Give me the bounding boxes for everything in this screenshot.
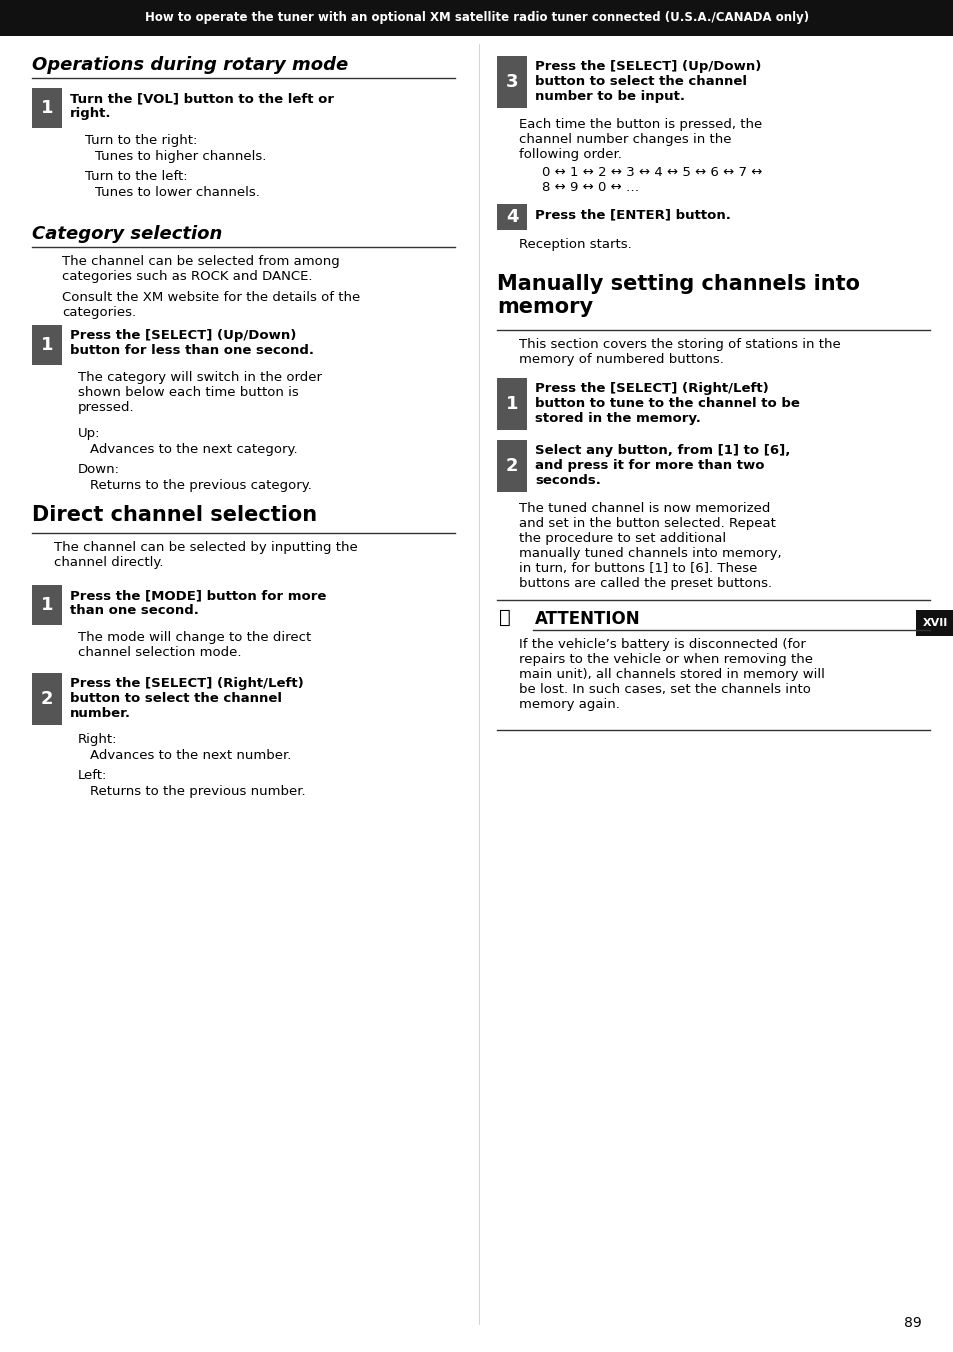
Text: The category will switch in the order
shown below each time button is
pressed.: The category will switch in the order sh… [78, 370, 322, 414]
Text: The channel can be selected from among
categories such as ROCK and DANCE.: The channel can be selected from among c… [62, 256, 339, 283]
Bar [497, 204, 526, 230]
Text: 1: 1 [41, 337, 53, 354]
Text: Tunes to lower channels.: Tunes to lower channels. [95, 187, 259, 199]
Text: Select any button, from [1] to [6],
and press it for more than two
seconds.: Select any button, from [1] to [6], and … [535, 443, 789, 487]
Bar [497, 55, 526, 108]
Text: Press the [SELECT] (Up/Down)
button to select the channel
number to be input.: Press the [SELECT] (Up/Down) button to s… [535, 59, 760, 103]
Text: This section covers the storing of stations in the
memory of numbered buttons.: This section covers the storing of stati… [518, 338, 840, 366]
Text: Reception starts.: Reception starts. [518, 238, 631, 251]
Text: Consult the XM website for the details of the
categories.: Consult the XM website for the details o… [62, 291, 360, 319]
Text: Up:: Up: [78, 427, 100, 439]
Text: 4: 4 [505, 208, 517, 226]
Text: Advances to the next category.: Advances to the next category. [90, 443, 297, 456]
Text: Turn the [VOL] button to the left or
right.: Turn the [VOL] button to the left or rig… [70, 92, 334, 120]
Text: Returns to the previous number.: Returns to the previous number. [90, 786, 305, 798]
Text: Press the [MODE] button for more
than one second.: Press the [MODE] button for more than on… [70, 589, 326, 617]
Text: 3: 3 [505, 73, 517, 91]
Text: The tuned channel is now memorized
and set in the button selected. Repeat
the pr: The tuned channel is now memorized and s… [518, 502, 781, 589]
Text: 2: 2 [41, 690, 53, 708]
Text: How to operate the tuner with an optional XM satellite radio tuner connected (U.: How to operate the tuner with an optiona… [145, 12, 808, 24]
Text: If the vehicle’s battery is disconnected (for
repairs to the vehicle or when rem: If the vehicle’s battery is disconnected… [518, 638, 824, 711]
Text: Press the [SELECT] (Right/Left)
button to select the channel
number.: Press the [SELECT] (Right/Left) button t… [70, 677, 303, 721]
Text: Direct channel selection: Direct channel selection [32, 506, 316, 525]
Text: XVII: XVII [922, 618, 946, 627]
Text: 📖: 📖 [498, 608, 510, 627]
Text: Left:: Left: [78, 769, 108, 781]
Text: 2: 2 [505, 457, 517, 475]
Text: Manually setting channels into
memory: Manually setting channels into memory [497, 274, 859, 318]
Text: 0 ↔ 1 ↔ 2 ↔ 3 ↔ 4 ↔ 5 ↔ 6 ↔ 7 ↔
8 ↔ 9 ↔ 0 ↔ …: 0 ↔ 1 ↔ 2 ↔ 3 ↔ 4 ↔ 5 ↔ 6 ↔ 7 ↔ 8 ↔ 9 ↔ … [541, 166, 761, 193]
Text: Press the [ENTER] button.: Press the [ENTER] button. [535, 208, 730, 220]
Bar [32, 88, 62, 128]
Bar [915, 610, 953, 635]
Text: Category selection: Category selection [32, 224, 222, 243]
Bar [32, 673, 62, 725]
Text: The channel can be selected by inputting the
channel directly.: The channel can be selected by inputting… [54, 541, 357, 569]
Text: The mode will change to the direct
channel selection mode.: The mode will change to the direct chann… [78, 631, 311, 658]
Text: Right:: Right: [78, 733, 117, 746]
Text: Tunes to higher channels.: Tunes to higher channels. [95, 150, 266, 164]
Bar [32, 585, 62, 625]
Text: Each time the button is pressed, the
channel number changes in the
following ord: Each time the button is pressed, the cha… [518, 118, 761, 161]
Text: Press the [SELECT] (Up/Down)
button for less than one second.: Press the [SELECT] (Up/Down) button for … [70, 329, 314, 357]
Bar [32, 324, 62, 365]
Text: 89: 89 [903, 1315, 921, 1330]
Text: Advances to the next number.: Advances to the next number. [90, 749, 291, 763]
Text: Turn to the right:: Turn to the right: [85, 134, 197, 147]
Text: Operations during rotary mode: Operations during rotary mode [32, 55, 348, 74]
Text: Press the [SELECT] (Right/Left)
button to tune to the channel to be
stored in th: Press the [SELECT] (Right/Left) button t… [535, 383, 799, 425]
Text: ATTENTION: ATTENTION [535, 610, 640, 627]
Text: Down:: Down: [78, 462, 120, 476]
Bar [497, 379, 526, 430]
Text: Returns to the previous category.: Returns to the previous category. [90, 479, 312, 492]
Bar [0, 0, 953, 37]
Bar [497, 439, 526, 492]
Text: 1: 1 [41, 99, 53, 118]
Text: 1: 1 [41, 596, 53, 614]
Text: 1: 1 [505, 395, 517, 412]
Text: Turn to the left:: Turn to the left: [85, 170, 188, 183]
